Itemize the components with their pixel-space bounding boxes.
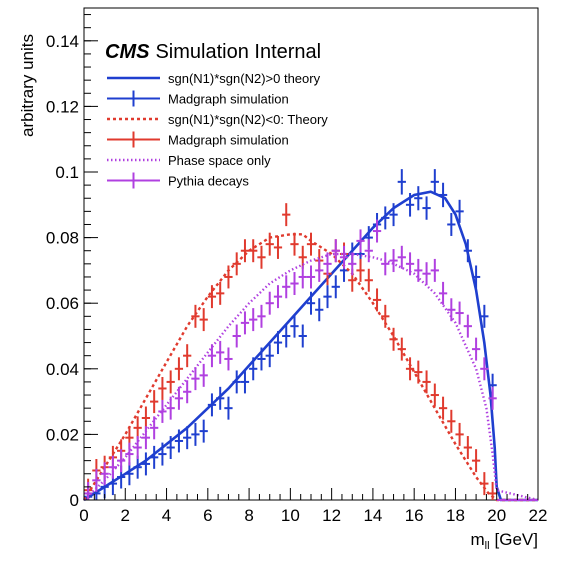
x-tick-label: 6 bbox=[203, 506, 212, 525]
x-tick-label: 16 bbox=[405, 506, 424, 525]
x-axis-title: mll [GeV] bbox=[470, 530, 538, 552]
y-tick-label: 0.06 bbox=[46, 294, 79, 313]
series-phase-space-only-4 bbox=[83, 252, 539, 502]
y-tick-label: 0.04 bbox=[46, 360, 79, 379]
legend-entry-label: Pythia decays bbox=[168, 174, 249, 189]
x-tick-label: 12 bbox=[322, 506, 341, 525]
series-line bbox=[83, 252, 539, 502]
x-tick-label: 0 bbox=[79, 506, 88, 525]
series-madgraph-simulation-1 bbox=[84, 169, 538, 501]
series-pythia-decays-5 bbox=[84, 219, 538, 501]
legend: sgn(N1)*sgn(N2)>0 theory Madgraph simulat… bbox=[107, 71, 328, 189]
x-tick-label: 22 bbox=[529, 506, 548, 525]
cms-label-bold: CMS bbox=[105, 41, 150, 63]
x-tick-label: 14 bbox=[363, 506, 382, 525]
cms-label: CMS Simulation Internal bbox=[105, 41, 321, 63]
y-tick-label: 0.08 bbox=[46, 229, 79, 248]
y-axis: 0 0.02 0.04 0.06 0.08 0.1 0.12 0.14 bbox=[46, 14, 98, 510]
x-tick-label: 4 bbox=[162, 506, 171, 525]
x-tick-label: 18 bbox=[446, 506, 465, 525]
y-tick-label: 0.02 bbox=[46, 425, 79, 444]
y-tick-label: 0.14 bbox=[46, 32, 79, 51]
x-axis-title-symbol: m bbox=[470, 530, 484, 549]
x-axis: 0 2 4 6 8 10 12 14 16 18 20 22 bbox=[79, 488, 547, 525]
legend-entry-label: Phase space only bbox=[168, 153, 271, 168]
y-tick-label: 0 bbox=[70, 491, 79, 510]
x-axis-title-subscript: ll bbox=[485, 540, 490, 552]
cms-label-rest: Simulation Internal bbox=[155, 41, 321, 63]
x-axis-title-unit: [GeV] bbox=[495, 530, 538, 549]
y-axis-title: arbitrary units bbox=[18, 34, 37, 137]
x-tick-label: 8 bbox=[244, 506, 253, 525]
x-tick-label: 10 bbox=[281, 506, 300, 525]
legend-entry-label: sgn(N1)*sgn(N2)<0: Theory bbox=[168, 112, 328, 127]
legend-entry-label: Madgraph simulation bbox=[168, 92, 289, 107]
series-layer bbox=[82, 169, 539, 502]
y-tick-label: 0.1 bbox=[55, 163, 79, 182]
legend-entry-label: sgn(N1)*sgn(N2)>0 theory bbox=[168, 71, 321, 86]
y-tick-label: 0.12 bbox=[46, 97, 79, 116]
x-tick-label: 2 bbox=[121, 506, 130, 525]
legend-entry-label: Madgraph simulation bbox=[168, 133, 289, 148]
x-tick-label: 20 bbox=[487, 506, 506, 525]
